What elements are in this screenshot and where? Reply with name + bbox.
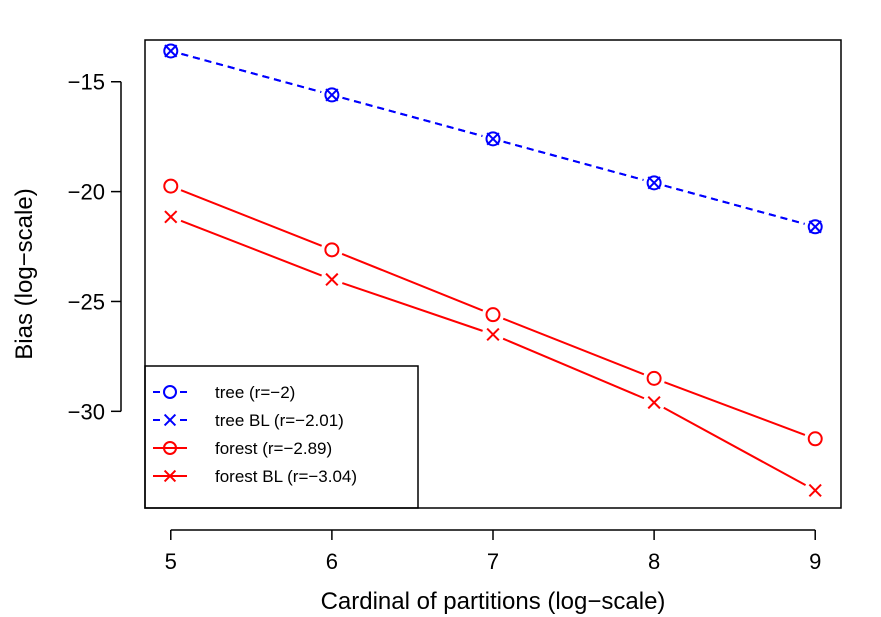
legend-marker-stroke (163, 413, 177, 427)
legend-item: forest (r=−2.89) (153, 439, 332, 458)
series-2-point-stroke (808, 220, 822, 234)
series-1-point (485, 131, 501, 147)
series-4-segment (180, 219, 322, 277)
series-4-point (325, 272, 339, 287)
axes: 5 6 7 8 9 −15 −20 −25 −30 (68, 70, 822, 574)
series-2-segment (342, 96, 483, 137)
x-tick-label: 6 (326, 549, 338, 574)
series-2-segment (503, 140, 644, 181)
series-1-point (324, 87, 340, 103)
legend-item: tree BL (r=−2.01) (153, 411, 344, 430)
series-2-point-stroke (647, 176, 661, 190)
series-3-segment (502, 317, 645, 376)
x-tick-label: 7 (487, 549, 499, 574)
legend: tree (r=−2) tree BL (r=−2.01) forest (r=−2… (144, 365, 419, 509)
series-4 (164, 210, 822, 497)
legend-box (144, 365, 419, 509)
legend-label: tree (r=−2) (215, 383, 295, 402)
series-4-point-stroke (647, 395, 661, 410)
series-2-point-stroke (325, 88, 339, 102)
series-3-point (807, 431, 823, 447)
series-2-point-stroke (486, 132, 500, 146)
legend-marker-stroke (163, 469, 177, 483)
legend-label: forest (r=−2.89) (215, 439, 332, 458)
legend-label: tree BL (r=−2.01) (215, 411, 344, 430)
series-1-point (646, 175, 662, 191)
series-2-point (325, 88, 339, 102)
series-2-point-stroke (164, 44, 178, 58)
series-4-point-stroke (325, 272, 339, 287)
legend-label: forest BL (r=−3.04) (215, 467, 357, 486)
series-1-point (163, 43, 179, 59)
series-3 (163, 178, 823, 447)
x-axis-title: Cardinal of partitions (log−scale) (321, 588, 666, 615)
series-4-point (164, 210, 178, 224)
series-2-segment (664, 184, 805, 225)
series-2-point (164, 44, 178, 58)
series-4-point (647, 395, 661, 410)
legend-marker (163, 413, 177, 427)
series-4-point-stroke (486, 327, 500, 341)
series-3-point (324, 242, 340, 258)
series-4-point-stroke (164, 210, 178, 224)
series-3-point (163, 178, 179, 194)
series-3-point (485, 307, 501, 323)
x-tick-label: 8 (648, 549, 660, 574)
series-2-point (486, 132, 500, 146)
series-3-segment (341, 253, 484, 312)
series-2-segment (181, 52, 322, 93)
series-1-point (807, 219, 823, 235)
legend-marker (163, 385, 177, 399)
series-layer (163, 43, 823, 497)
legend-item: tree (r=−2) (153, 383, 295, 402)
y-tick-label: −30 (68, 399, 105, 424)
plot-frame (144, 39, 842, 509)
series-4-point-stroke (808, 483, 822, 497)
series-4-segment (663, 406, 807, 487)
series-4-point (808, 483, 822, 497)
series-2-point (647, 176, 661, 190)
legend-item: forest BL (r=−3.04) (153, 467, 357, 486)
y-tick-label: −15 (68, 70, 105, 95)
series-2 (164, 44, 822, 234)
series-4-point (486, 327, 500, 341)
y-tick-label: −20 (68, 180, 105, 205)
legend-marker (163, 441, 177, 455)
series-2-point (808, 220, 822, 234)
x-tick-label: 5 (165, 549, 177, 574)
series-3-point (646, 370, 662, 386)
x-tick-label: 9 (809, 549, 821, 574)
series-4-segment (502, 337, 645, 400)
series-3-segment (180, 189, 323, 247)
series-3-segment (664, 381, 806, 436)
legend-marker (163, 469, 177, 483)
y-axis-title: Bias (log−scale) (11, 188, 38, 359)
y-tick-label: −25 (68, 289, 105, 314)
series-4-segment (341, 282, 483, 332)
